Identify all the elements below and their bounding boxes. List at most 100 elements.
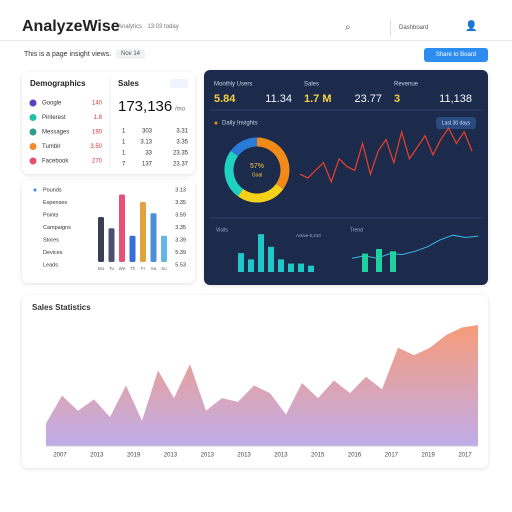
- legend-dot: [29, 114, 37, 121]
- sales-cell: 1: [122, 151, 126, 157]
- legend-dot: [29, 143, 37, 150]
- x-label: Fr: [141, 266, 146, 271]
- search-icon[interactable]: ⌕: [345, 22, 351, 33]
- donut-segment: [224, 150, 244, 197]
- dropdown[interactable]: [170, 79, 188, 88]
- item-value: 140: [92, 101, 103, 107]
- bar-legend: Expenses: [43, 200, 67, 206]
- x-label: 2017: [458, 453, 472, 459]
- x-label: 2013: [164, 453, 178, 459]
- axis-label: 3.35: [175, 200, 186, 206]
- x-label: Sa: [151, 266, 157, 271]
- bar-legend: Campaigns: [43, 225, 71, 231]
- axis-label: 3.39: [175, 237, 186, 243]
- legend-dot: [29, 128, 37, 136]
- donut-sub: Goal: [252, 172, 263, 178]
- trend-bar: [376, 249, 382, 272]
- bar-legend: Devices: [43, 250, 63, 256]
- mini-bar: [248, 259, 254, 272]
- section-dot: [214, 121, 218, 125]
- x-label: 2017: [385, 453, 399, 459]
- card-title: Demographics: [30, 79, 86, 88]
- bar-legend: Points: [43, 212, 59, 218]
- sales-cell: 23.35: [173, 151, 189, 157]
- x-label: Su: [161, 266, 167, 271]
- user-menu[interactable]: Dashboard: [390, 20, 467, 36]
- sales-cell: 303: [142, 129, 153, 135]
- sales-unit: /mo: [175, 107, 186, 113]
- divider: [0, 40, 512, 41]
- bar-legend: Pounds: [43, 187, 62, 193]
- x-label: 2007: [53, 453, 67, 459]
- mini-bar: [298, 263, 304, 272]
- mini-bar: [308, 265, 314, 272]
- x-label: Tu: [109, 266, 115, 271]
- mini-bar: [258, 234, 264, 272]
- avatar[interactable]: 👤: [465, 21, 478, 32]
- x-label: Th: [130, 266, 136, 271]
- subtitle: Analytics · 13:03 today: [118, 24, 179, 30]
- sales-total: 173,136: [118, 98, 172, 115]
- axis-label: 3.59: [175, 212, 186, 218]
- mini-bar: [288, 263, 294, 272]
- range-label: Last 30 days: [442, 120, 471, 126]
- stat-value: 1.7 M: [304, 93, 332, 105]
- axis-label: 5.39: [175, 250, 186, 256]
- range-button[interactable]: [436, 117, 476, 129]
- mini-bar: [278, 259, 284, 272]
- stat-label: Revenue: [394, 82, 419, 88]
- bar: [98, 217, 104, 262]
- card-title: Sales: [118, 79, 139, 88]
- card-title: Sales Statistics: [32, 303, 91, 312]
- item-value: 1.8: [94, 115, 103, 121]
- share-button[interactable]: Share to Board: [424, 48, 488, 62]
- item-label: Facebook: [42, 159, 69, 165]
- x-label: 2013: [237, 453, 251, 459]
- bar-legend: Stores: [43, 237, 59, 243]
- item-value: 270: [92, 159, 103, 165]
- bar-legend: Leads: [43, 262, 58, 268]
- item-label: Tumblr: [42, 144, 60, 150]
- bar: [140, 202, 146, 262]
- app-title: AnalyzeWise: [22, 18, 120, 35]
- x-label: Mo: [98, 266, 105, 271]
- sales-cell: 3.35: [176, 140, 188, 146]
- donut-center: 57%: [250, 163, 264, 170]
- x-label: We: [119, 266, 126, 271]
- sales-cell: 1: [122, 129, 126, 135]
- mini-note: Active 5,210: [296, 233, 321, 238]
- x-label: 2013: [90, 453, 104, 459]
- stat-delta: 11,138: [439, 93, 472, 105]
- x-label: 2019: [422, 453, 436, 459]
- sales-cell: 23.37: [173, 162, 189, 168]
- stat-value: 5.84: [214, 93, 236, 105]
- trend-bar: [362, 253, 368, 272]
- sales-cell: 33: [145, 151, 152, 157]
- sales-cell: 3.31: [176, 129, 188, 135]
- sales-cell: 3.13: [140, 140, 152, 146]
- axis-label: 3.35: [175, 225, 186, 231]
- item-value: 3.50: [90, 144, 102, 150]
- bar: [150, 213, 157, 262]
- stat-label: Sales: [304, 82, 319, 88]
- x-label: 2013: [201, 453, 215, 459]
- legend-dot: [33, 188, 37, 192]
- trend-bar: [390, 251, 396, 272]
- sales-cell: 1: [122, 140, 126, 146]
- toolbar-text: This is a page insight views.: [24, 51, 112, 58]
- section-title: Daily Insights: [222, 121, 258, 127]
- bar: [161, 235, 167, 262]
- donut-segment: [230, 137, 258, 157]
- item-label: Google: [42, 101, 62, 107]
- axis-label: 5.53: [175, 262, 186, 268]
- donut-segment: [256, 137, 290, 190]
- date-tag[interactable]: Nov 14: [116, 49, 146, 59]
- stat-value: 3: [394, 93, 400, 105]
- sales-cell: 137: [142, 162, 153, 168]
- bar: [108, 228, 115, 262]
- mini-bar: [268, 246, 274, 272]
- x-label: 2013: [274, 453, 288, 459]
- stat-delta: 11.34: [265, 93, 292, 105]
